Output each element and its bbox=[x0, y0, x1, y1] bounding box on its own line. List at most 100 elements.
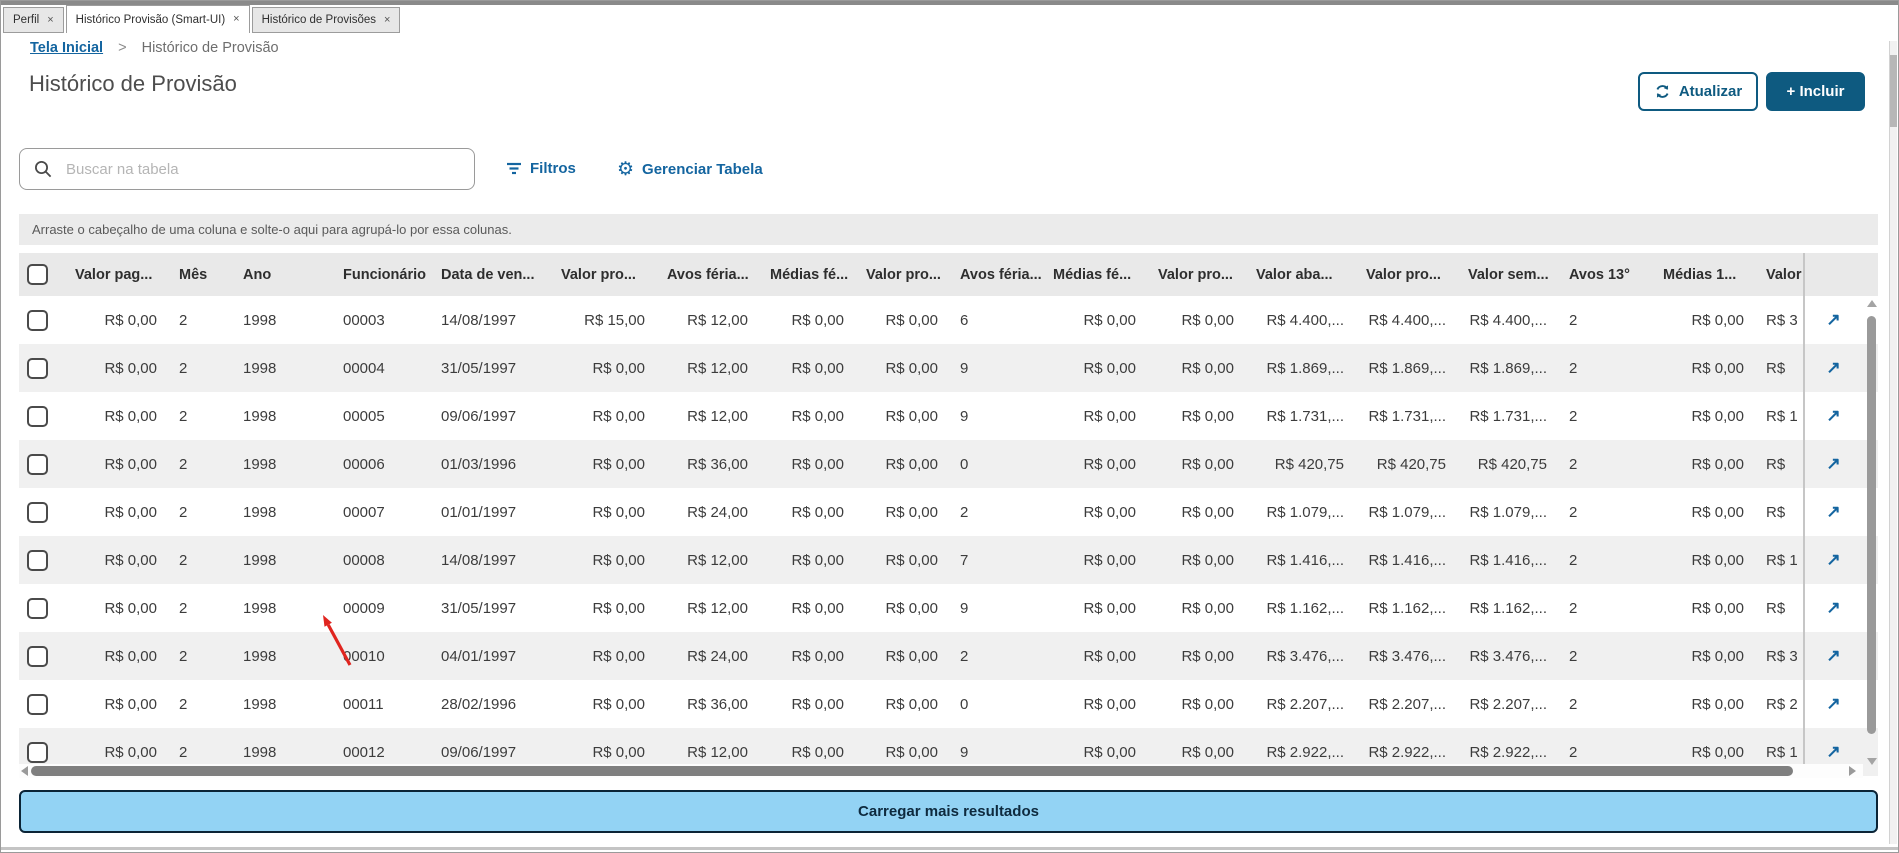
column-header-avos-f-ria-6[interactable]: Avos féria... bbox=[667, 266, 749, 283]
table-cell: R$ 4.400,... bbox=[1469, 311, 1547, 329]
table-cell: 0 bbox=[960, 695, 969, 713]
table-cell: R$ 0,00 bbox=[1181, 695, 1234, 713]
column-header-avos-13-15[interactable]: Avos 13° bbox=[1569, 266, 1630, 283]
tab-label: Histórico de Provisões bbox=[261, 14, 377, 26]
open-record-arrow-icon[interactable]: ↗ bbox=[1826, 742, 1841, 761]
row-action-cell: ↗ bbox=[1805, 440, 1862, 488]
table-cell: 00003 bbox=[343, 311, 385, 329]
table-cell: R$ 0,00 bbox=[885, 695, 938, 713]
scroll-up-icon[interactable] bbox=[1867, 300, 1877, 307]
column-header-data-de-ven-4[interactable]: Data de ven... bbox=[441, 266, 535, 283]
table-cell: R$ 1 bbox=[1766, 743, 1798, 761]
window-right-scroll-thumb[interactable] bbox=[1890, 55, 1897, 127]
refresh-button-label: Atualizar bbox=[1678, 83, 1743, 100]
open-record-arrow-icon[interactable]: ↗ bbox=[1826, 358, 1841, 377]
row-checkbox[interactable] bbox=[27, 549, 48, 571]
open-record-arrow-icon[interactable]: ↗ bbox=[1826, 502, 1841, 521]
tab-hist-rico-de-provis-es[interactable]: Histórico de Provisões × bbox=[251, 7, 401, 33]
column-header-m-dias-f-7[interactable]: Médias fé... bbox=[770, 266, 849, 283]
column-header-valor-pro-8[interactable]: Valor pro... bbox=[866, 266, 941, 283]
open-record-arrow-icon[interactable]: ↗ bbox=[1826, 694, 1841, 713]
breadcrumb-current: Histórico de Provisão bbox=[141, 40, 279, 56]
column-header-valor-sem-14[interactable]: Valor sem... bbox=[1468, 266, 1549, 283]
column-header-valor-pro-13[interactable]: Valor pro... bbox=[1366, 266, 1441, 283]
row-checkbox[interactable] bbox=[27, 309, 48, 331]
open-record-arrow-icon[interactable]: ↗ bbox=[1826, 406, 1841, 425]
column-header-m-dias-f-10[interactable]: Médias fé... bbox=[1053, 266, 1132, 283]
open-record-arrow-icon[interactable]: ↗ bbox=[1826, 454, 1841, 473]
column-header-ano-2[interactable]: Ano bbox=[243, 266, 272, 283]
pinned-column-divider bbox=[1803, 253, 1805, 776]
tab-close-icon[interactable]: × bbox=[233, 13, 240, 25]
search-input[interactable] bbox=[64, 159, 474, 179]
tab-close-icon[interactable]: × bbox=[47, 13, 54, 26]
table-cell: R$ 12,00 bbox=[687, 359, 748, 377]
column-header-valor-pro-5[interactable]: Valor pro... bbox=[561, 266, 636, 283]
group-drop-zone[interactable]: Arraste o cabeçalho de uma coluna e solt… bbox=[19, 214, 1878, 245]
column-header-m-dias-1-16[interactable]: Médias 1... bbox=[1663, 266, 1737, 283]
select-all-checkbox[interactable] bbox=[27, 264, 48, 285]
table-cell: R$ 1.079,... bbox=[1368, 503, 1446, 521]
open-record-arrow-icon[interactable]: ↗ bbox=[1826, 646, 1841, 665]
manage-table-button[interactable]: ⚙ Gerenciar Tabela bbox=[617, 160, 763, 179]
column-header-valor-pro-11[interactable]: Valor pro... bbox=[1158, 266, 1233, 283]
table-cell: R$ 0,00 bbox=[592, 407, 645, 425]
page-title: Histórico de Provisão bbox=[29, 71, 237, 96]
table-row: R$ 0,00 2 1998 00006 01/03/1996 R$ 0,00 R$ 36,… bbox=[19, 440, 1878, 488]
table-row: R$ 0,00 2 1998 00004 31/05/1997 R$ 0,00 R$ 12,… bbox=[19, 344, 1878, 392]
open-record-arrow-icon[interactable]: ↗ bbox=[1826, 310, 1841, 329]
vertical-scroll-thumb[interactable] bbox=[1867, 316, 1876, 734]
row-checkbox[interactable] bbox=[27, 405, 48, 427]
breadcrumb-home-link[interactable]: Tela Inicial bbox=[30, 40, 104, 56]
table-cell: R$ 0,00 bbox=[1181, 647, 1234, 665]
row-checkbox[interactable] bbox=[27, 741, 48, 763]
load-more-button[interactable]: Carregar mais resultados bbox=[19, 790, 1878, 833]
row-checkbox[interactable] bbox=[27, 453, 48, 475]
add-button[interactable]: + Incluir bbox=[1766, 72, 1865, 111]
row-action-cell: ↗ bbox=[1805, 392, 1862, 440]
table-search bbox=[19, 148, 475, 190]
tab-close-icon[interactable]: × bbox=[384, 13, 391, 26]
select-all-cell bbox=[19, 264, 63, 285]
row-checkbox[interactable] bbox=[27, 597, 48, 619]
row-action-cell: ↗ bbox=[1805, 296, 1862, 344]
table-cell: 2 bbox=[179, 599, 188, 617]
table-cell: 09/06/1997 bbox=[441, 743, 517, 761]
row-checkbox[interactable] bbox=[27, 357, 48, 379]
column-header-valor-pag-0[interactable]: Valor pag... bbox=[75, 266, 153, 283]
horizontal-scrollbar[interactable] bbox=[19, 764, 1863, 778]
row-checkbox-cell bbox=[19, 597, 63, 619]
row-checkbox-cell bbox=[19, 693, 63, 715]
refresh-button[interactable]: Atualizar bbox=[1638, 72, 1758, 111]
scroll-down-icon[interactable] bbox=[1867, 758, 1877, 765]
column-header-avos-f-ria-9[interactable]: Avos féria... bbox=[960, 266, 1041, 283]
table-cell: R$ 0,00 bbox=[791, 503, 844, 521]
table-cell: R$ 1.731,... bbox=[1469, 407, 1547, 425]
vertical-scrollbar[interactable] bbox=[1864, 296, 1878, 776]
scroll-left-icon[interactable] bbox=[21, 766, 28, 776]
row-checkbox[interactable] bbox=[27, 645, 48, 667]
scroll-right-icon[interactable] bbox=[1849, 766, 1856, 776]
open-record-arrow-icon[interactable]: ↗ bbox=[1826, 598, 1841, 617]
table-cell: R$ 0,00 bbox=[1181, 503, 1234, 521]
row-checkbox-cell bbox=[19, 741, 63, 763]
row-checkbox[interactable] bbox=[27, 501, 48, 523]
table-cell: 2 bbox=[1569, 311, 1578, 329]
table-cell: 1998 bbox=[243, 695, 277, 713]
window-right-scrollbar[interactable] bbox=[1889, 41, 1897, 844]
column-header-valor-aba-12[interactable]: Valor aba... bbox=[1256, 266, 1333, 283]
column-header-m-s-1[interactable]: Mês bbox=[179, 266, 208, 283]
open-record-arrow-icon[interactable]: ↗ bbox=[1826, 550, 1841, 569]
horizontal-scroll-thumb[interactable] bbox=[31, 766, 1793, 776]
tab-perfil[interactable]: Perfil × bbox=[3, 7, 64, 33]
table-cell: R$ 0,00 bbox=[1083, 407, 1136, 425]
filters-button[interactable]: Filtros bbox=[506, 160, 576, 177]
tab-hist-rico-provis-o-smart-ui[interactable]: Histórico Provisão (Smart-UI) × bbox=[65, 5, 250, 33]
table-cell: 2 bbox=[1569, 647, 1578, 665]
table-cell: R$ 1.416,... bbox=[1266, 551, 1344, 569]
column-header-funcion-rio-3[interactable]: Funcionário bbox=[343, 266, 426, 283]
row-checkbox[interactable] bbox=[27, 693, 48, 715]
table-cell: 2 bbox=[960, 503, 969, 521]
column-header-valor-17[interactable]: Valor bbox=[1766, 266, 1802, 283]
